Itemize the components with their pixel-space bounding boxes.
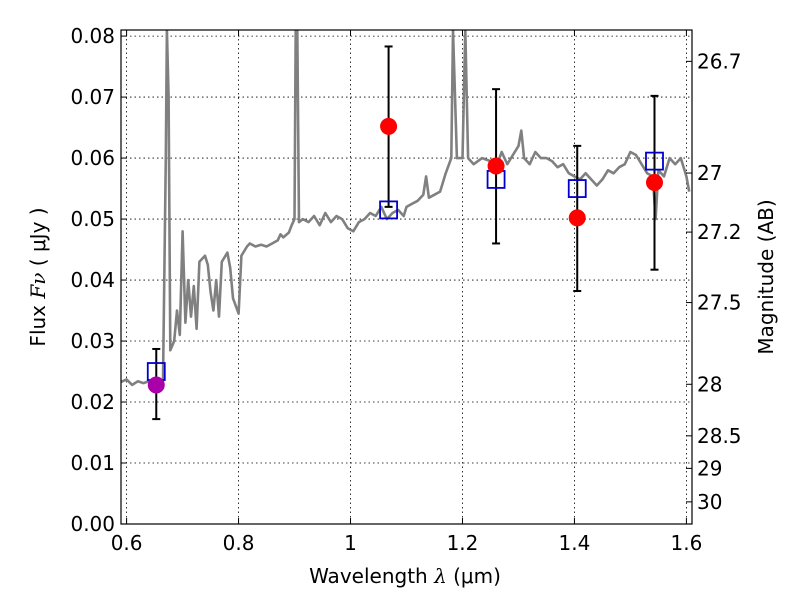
observed-photometry-point: [147, 376, 165, 394]
y-axis-title: Flux Fν ( μJy ): [26, 207, 50, 346]
right-tick-label: 27.5: [697, 291, 742, 315]
model-photometry-square: [567, 179, 587, 198]
grid: [121, 30, 692, 525]
observed-photometry-point: [487, 157, 505, 175]
y-tick-label: 0.08: [70, 24, 115, 48]
right-tick-label: 30: [697, 490, 722, 514]
axes: 0.6 0.8 1 1.2 1.4 1.6 0.00 0.01 0.02 0.03 0.04 0.05…: [70, 24, 741, 555]
right-axis-title: Magnitude (AB): [754, 199, 778, 354]
y-tick-label: 0.01: [70, 451, 115, 475]
observed-photometry-point: [568, 209, 586, 227]
x-axis-title: Wavelength λ (μm): [309, 564, 501, 588]
observed-photometry-point: [380, 117, 398, 135]
right-tick-label: 28: [697, 372, 722, 396]
y-tick-label: 0.03: [70, 329, 115, 353]
spectrum-line: [121, 30, 691, 389]
y-tick-label: 0.04: [70, 268, 115, 292]
x-tick-label: 1.6: [670, 531, 702, 555]
model-photometry-square: [645, 151, 664, 171]
right-tick-label: 26.7: [697, 49, 742, 73]
observed-photometry-point: [645, 173, 663, 191]
model-photometry-square: [379, 200, 398, 220]
plot-area: [121, 30, 691, 421]
y-tick-label: 0.00: [70, 512, 115, 536]
x-tick-label: 1.2: [447, 531, 479, 555]
plot-frame: [120, 29, 693, 525]
y-tick-label: 0.06: [70, 146, 115, 170]
right-tick-label: 29: [697, 456, 722, 480]
right-tick-label: 27: [697, 161, 722, 185]
x-tick-label: 0.8: [223, 531, 255, 555]
y-tick-label: 0.07: [70, 85, 115, 109]
x-tick-label: 0.6: [111, 531, 143, 555]
right-tick-label: 27.2: [697, 220, 742, 244]
y-tick-label: 0.05: [70, 207, 115, 231]
x-tick-label: 1: [344, 531, 357, 555]
x-tick-label: 1.4: [559, 531, 591, 555]
right-tick-label: 28.5: [697, 424, 742, 448]
y-tick-label: 0.02: [70, 390, 115, 414]
